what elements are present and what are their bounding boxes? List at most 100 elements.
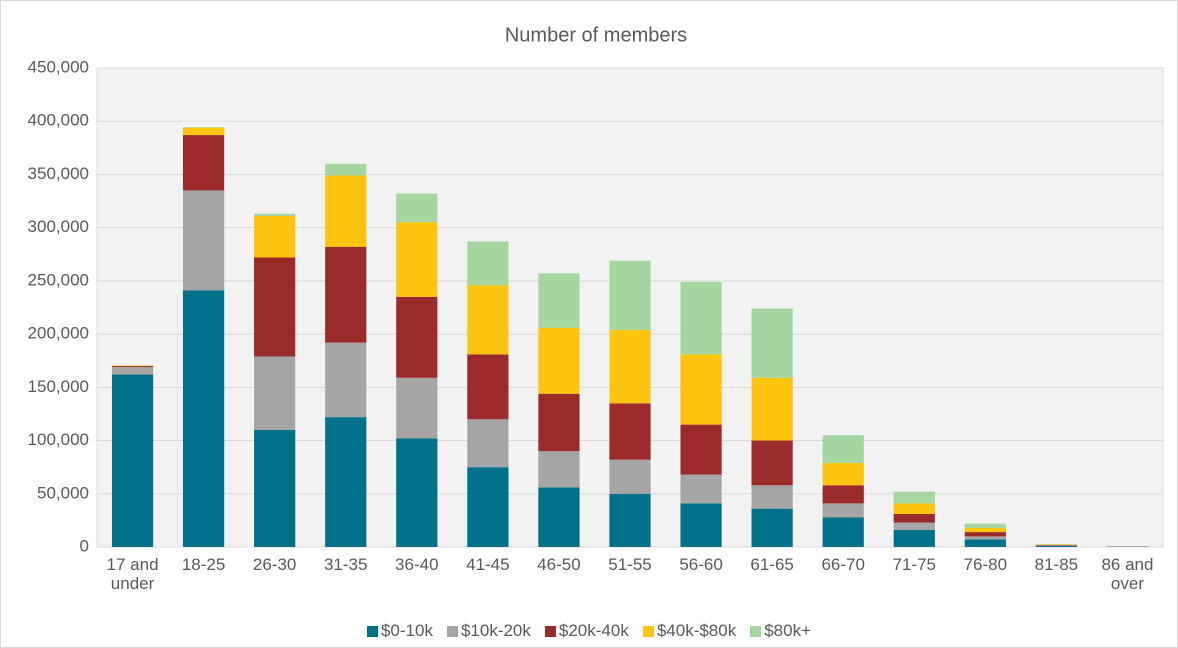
- bar-segment: [396, 296, 438, 378]
- legend-swatch: [642, 625, 654, 637]
- legend-label: $10k-20k: [460, 621, 531, 640]
- bar-segment: [182, 127, 225, 136]
- bar-segment: [964, 532, 1006, 537]
- legend-item: $80k+: [750, 621, 811, 641]
- bar-segment: [325, 175, 367, 247]
- bar-segment: [396, 438, 438, 547]
- x-tick-label: 18-25: [181, 555, 226, 574]
- x-tick-label: 86 and over: [1101, 555, 1154, 593]
- bar-segment: [467, 467, 509, 547]
- bar-segment: [964, 536, 1006, 540]
- bar-segment: [609, 329, 651, 404]
- bar-segment: [182, 127, 225, 128]
- legend-swatch: [446, 625, 458, 637]
- bar-segment: [822, 517, 864, 547]
- bar-segment: [893, 491, 935, 504]
- bar-segment: [254, 429, 296, 547]
- y-tick-label: 150,000: [28, 377, 89, 396]
- bar-segment: [396, 193, 438, 223]
- bar-segment: [680, 424, 722, 475]
- legend-item: $20k-40k: [544, 621, 629, 641]
- y-tick-label: 400,000: [28, 111, 89, 130]
- bar-segment: [680, 474, 722, 504]
- bar-segment: [680, 281, 722, 355]
- bars: [111, 127, 1149, 547]
- legend-label: $20k-40k: [558, 621, 629, 640]
- bar-segment: [680, 354, 722, 425]
- bar-segment: [964, 527, 1006, 533]
- bar-segment: [467, 354, 509, 420]
- x-tick-label: 36-40: [395, 555, 439, 574]
- x-tick-label: 76-80: [963, 555, 1008, 574]
- bar-segment: [751, 308, 793, 378]
- y-tick-label: 0: [80, 536, 89, 555]
- x-tick-label: 81-85: [1034, 555, 1079, 574]
- x-tick-label: 51-55: [608, 555, 652, 574]
- bar-segment: [254, 215, 296, 258]
- bar-segment: [893, 514, 935, 523]
- bar-segment: [111, 374, 154, 547]
- legend-label: $0-10k: [380, 621, 433, 640]
- bar-segment: [609, 403, 651, 460]
- x-tick-label: 66-70: [821, 555, 865, 574]
- bar-segment: [822, 485, 864, 504]
- y-tick-label: 300,000: [28, 217, 89, 236]
- bar-segment: [325, 163, 367, 176]
- bar-segment: [1035, 544, 1078, 546]
- y-tick-label: 200,000: [28, 324, 89, 343]
- x-tick-label: 71-75: [892, 555, 936, 574]
- x-tick-label: 17 and under: [106, 555, 159, 593]
- x-tick-label: 26-30: [252, 555, 297, 574]
- bar-segment: [609, 493, 651, 547]
- bar-segment: [254, 356, 296, 430]
- y-tick-label: 450,000: [28, 57, 89, 76]
- bar-segment: [325, 246, 367, 343]
- legend-item: $10k-20k: [446, 621, 531, 641]
- bar-segment: [1035, 544, 1078, 545]
- bar-segment: [822, 503, 864, 518]
- x-tick-label: 31-35: [323, 555, 368, 574]
- bar-segment: [893, 529, 935, 547]
- legend-item: $0-10k: [366, 621, 433, 641]
- bar-segment: [751, 485, 793, 509]
- legend: $0-10k $10k-20k $20k-40k $40k-$80k $80k+: [0, 621, 1178, 641]
- legend-swatch: [750, 625, 762, 637]
- legend-label: $40k-$80k: [656, 621, 737, 640]
- chart-title: Number of members: [505, 24, 687, 46]
- bar-segment: [182, 290, 225, 547]
- y-tick-label: 100,000: [28, 430, 89, 449]
- bar-segment: [609, 260, 651, 330]
- bar-segment: [751, 440, 793, 486]
- bar-segment: [396, 377, 438, 439]
- x-tick-label: 56-60: [679, 555, 723, 574]
- bar-segment: [538, 487, 580, 547]
- x-tick-label: 41-45: [466, 555, 510, 574]
- bar-segment: [609, 459, 651, 494]
- bar-segment: [111, 367, 154, 375]
- bar-segment: [182, 190, 225, 291]
- bar-segment: [396, 222, 438, 297]
- bar-segment: [467, 419, 509, 468]
- bar-segment: [751, 377, 793, 441]
- legend-label: $80k+: [764, 621, 812, 640]
- x-tick-label: 46-50: [537, 555, 581, 574]
- bar-segment: [964, 539, 1006, 547]
- bar-segment: [538, 451, 580, 488]
- legend-swatch: [366, 625, 378, 637]
- legend-item: $40k-$80k: [642, 621, 737, 641]
- x-tick-label: 61-65: [750, 555, 794, 574]
- bar-segment: [680, 503, 722, 547]
- y-tick-label: 350,000: [28, 164, 89, 183]
- bar-segment: [538, 393, 580, 452]
- bar-segment: [1035, 545, 1078, 546]
- bar-segment: [964, 523, 1006, 528]
- bar-segment: [893, 522, 935, 530]
- bar-segment: [111, 366, 154, 368]
- bar-segment: [538, 273, 580, 328]
- bar-segment: [822, 435, 864, 463]
- bar-segment: [538, 327, 580, 394]
- bar-segment: [467, 285, 509, 355]
- y-tick-label: 250,000: [28, 270, 89, 289]
